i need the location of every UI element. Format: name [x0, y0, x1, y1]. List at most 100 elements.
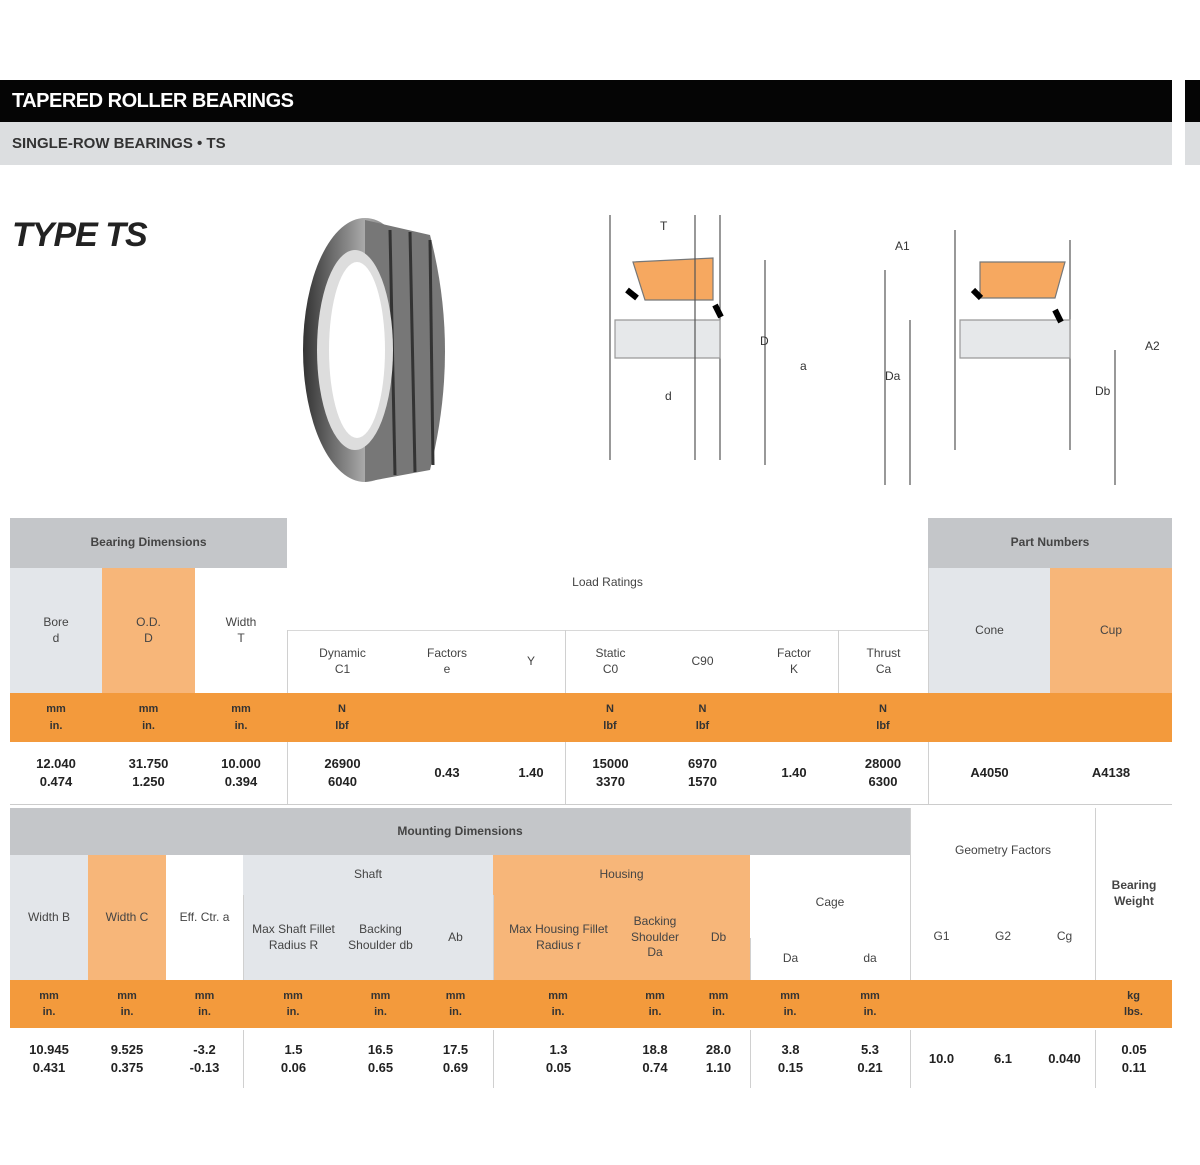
unit-metric: mm	[46, 703, 66, 715]
unit-cell: mm in.	[102, 693, 195, 742]
column-header: Width T	[195, 568, 287, 693]
unit-imperial: in.	[783, 1006, 797, 1018]
header-symbol: C1	[334, 661, 351, 676]
value-metric: A4050	[970, 764, 1009, 780]
header-label: Cone	[975, 622, 1004, 637]
value-imperial: 1570	[688, 774, 717, 789]
value-imperial: 0.74	[642, 1060, 668, 1075]
data-cell: A4138	[1050, 742, 1172, 804]
unit-imperial: in.	[551, 1006, 565, 1018]
unit-metric: mm	[548, 989, 568, 1002]
unit-cell	[497, 693, 565, 742]
data-cell: -3.2 -0.13	[166, 1030, 243, 1088]
bearing-weight-header: Bearing Weight	[1095, 808, 1172, 980]
value-imperial: 0.65	[367, 1060, 394, 1075]
unit-metric: kg	[1127, 989, 1140, 1002]
cage-header: Cage	[815, 895, 845, 910]
data-cell: 16.5 0.65	[343, 1030, 418, 1088]
column-header: Da	[750, 938, 830, 980]
bearing-dimensions-table: Bearing Dimensions Part Numbers Load Rat…	[10, 518, 1172, 805]
value-metric: 10.945	[29, 1041, 69, 1057]
title-bar-edge	[1185, 80, 1200, 122]
part-numbers-header: Part Numbers	[928, 518, 1172, 568]
bearing-photo	[303, 218, 445, 482]
data-cell: 1.40	[497, 742, 565, 804]
value-metric: 12.040	[36, 755, 76, 771]
header-label: O.D.	[136, 614, 161, 629]
value-metric: 26900	[324, 755, 361, 771]
data-cell: 1.3 0.05	[493, 1030, 623, 1088]
data-cell: 28000 6300	[838, 742, 928, 804]
value-imperial: 1.250	[132, 774, 165, 789]
diagram-label-D: D	[760, 334, 769, 348]
section-subtitle: SINGLE-ROW BEARINGS • TS	[0, 122, 1172, 165]
column-header: C90	[655, 630, 750, 693]
unit-metric: mm	[370, 989, 391, 1002]
value-metric: 15000	[592, 755, 629, 771]
column-header: Cup	[1050, 568, 1172, 693]
column-header: Ab	[418, 895, 493, 980]
column-header: Bore d	[10, 568, 102, 693]
unit-metric: mm	[138, 703, 159, 715]
column-header: Backing Shoulder db	[343, 895, 418, 980]
data-cell: 9.525 0.375	[88, 1030, 166, 1088]
column-header: Backing Shoulder Da	[623, 895, 687, 980]
header-symbol: e	[443, 661, 451, 676]
value-metric: 0.43	[434, 764, 460, 780]
column-header: G2	[994, 928, 1011, 943]
value-imperial: 1.10	[705, 1060, 732, 1075]
value-metric: 3.8	[781, 1041, 800, 1057]
unit-metric: mm	[117, 989, 137, 1002]
unit-metric: N	[698, 703, 707, 715]
geometry-factors-header: Geometry Factors	[910, 808, 1095, 893]
value-imperial: 3370	[596, 774, 625, 789]
data-cell: 26900 6040	[287, 742, 397, 804]
column-header: Dynamic C1	[287, 630, 397, 693]
value-metric: 0.040	[1048, 1050, 1081, 1066]
value-metric: 1.5	[284, 1041, 303, 1057]
header-symbol: Y	[526, 653, 535, 668]
units-row	[10, 980, 1172, 1028]
unit-metric: mm	[39, 989, 59, 1002]
header-symbol: C90	[691, 653, 714, 668]
unit-metric: mm	[780, 989, 800, 1002]
diagram-label-a: a	[800, 359, 807, 373]
section-title: TAPERED ROLLER BEARINGS	[0, 80, 1172, 122]
unit-cell: mm in.	[830, 980, 910, 1028]
value-metric: 5.3	[860, 1041, 880, 1057]
data-cell: 6970 1570	[655, 742, 750, 804]
data-cell: 18.8 0.74	[623, 1030, 687, 1088]
unit-metric: mm	[645, 989, 665, 1002]
value-imperial: 0.21	[857, 1060, 883, 1075]
header-symbol: d	[52, 630, 60, 645]
column-header: Thrust Ca	[838, 630, 928, 693]
unit-metric: N	[606, 703, 614, 715]
data-cell: 10.945 0.431	[10, 1030, 88, 1088]
unit-cell: mm in.	[418, 980, 493, 1028]
unit-imperial: in.	[142, 719, 155, 732]
column-header: Static C0	[565, 630, 655, 693]
header-symbol: C0	[602, 661, 619, 676]
header-label: Dynamic	[319, 645, 366, 660]
data-cell: 3.8 0.15	[750, 1030, 830, 1088]
value-imperial: 0.394	[224, 774, 258, 789]
data-cell: 0.05 0.11	[1095, 1030, 1172, 1088]
unit-imperial: in.	[42, 1006, 56, 1018]
data-cell: 10.0	[910, 1030, 972, 1088]
value-imperial: 0.69	[442, 1060, 469, 1075]
unit-imperial: in.	[286, 1006, 300, 1018]
type-label: TYPE TS	[12, 216, 148, 254]
diagram-label-Da: Da	[885, 369, 901, 383]
unit-cell: mm in.	[10, 980, 88, 1028]
value-metric: 1.3	[549, 1041, 568, 1057]
unit-cell: mm in.	[750, 980, 830, 1028]
diagram-label-Db: Db	[1095, 384, 1111, 398]
unit-cell: mm in.	[343, 980, 418, 1028]
column-header: Y	[497, 630, 565, 693]
column-header: da	[863, 951, 877, 966]
value-metric: 10.0	[928, 1050, 955, 1066]
diagram-label-A1: A1	[895, 239, 910, 253]
housing-header: Housing	[493, 855, 750, 895]
